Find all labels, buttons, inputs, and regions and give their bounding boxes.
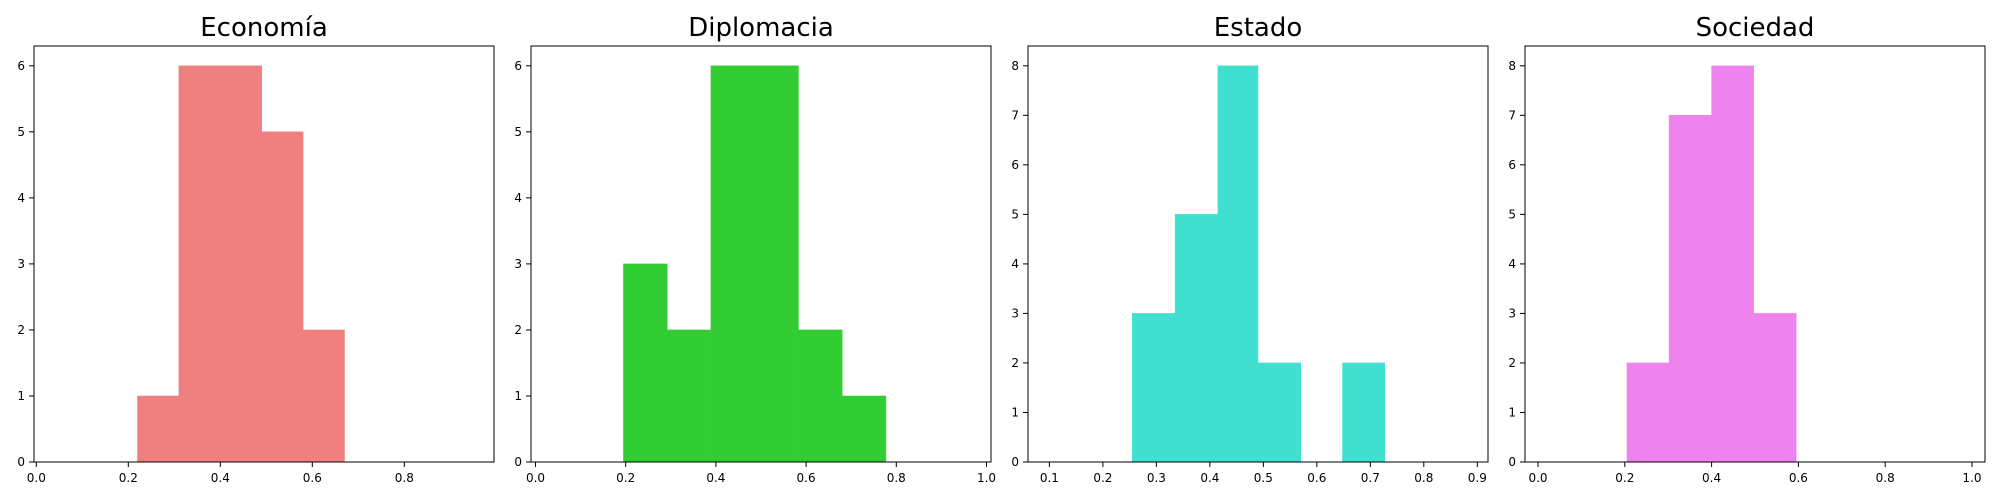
axes-frame [33,45,495,463]
y-tick-label: 3 [1508,306,1516,320]
x-tick-label: 0.6 [303,471,322,485]
panel-title: Sociedad [1696,13,1815,43]
y-tick-label: 1 [514,389,522,403]
x-tick-label: 0.5 [1254,471,1273,485]
x-tick-label: 0.0 [526,471,545,485]
y-tick-label: 6 [17,59,25,73]
x-tick-label: 1.0 [1962,471,1981,485]
histogram-bar [623,263,668,463]
y-tick-label: 5 [1508,207,1516,221]
histogram-bar [841,395,887,463]
y-tick-label: 7 [1508,108,1516,122]
y-tick-label: 1 [1508,405,1516,419]
histogram-bar [754,65,799,463]
y-tick-label: 0 [514,455,522,469]
y-tick-label: 6 [1508,158,1516,172]
x-tick-label: 1.0 [977,471,996,485]
y-tick-label: 4 [514,191,522,205]
y-tick-label: 5 [1011,207,1019,221]
y-tick-label: 8 [1508,59,1516,73]
x-tick-label: 0.7 [1361,471,1380,485]
x-tick-label: 0.4 [706,471,725,485]
x-tick-label: 0.6 [797,471,816,485]
axes-frame [530,45,992,463]
x-tick-label: 0.0 [27,471,46,485]
x-tick-label: 0.2 [1093,471,1112,485]
histogram-bar [1342,362,1386,463]
y-tick-label: 0 [17,455,25,469]
histogram-panel: 0.1 0.2 0.3 0.4 0.5 0.6 0.7 0.8 0.9 0 1 2 3 4 5 6 7 8 Esta… [1011,13,1489,485]
panel-title: Estado [1214,13,1303,43]
y-tick-label: 6 [1011,158,1019,172]
y-tick-label: 0 [1011,455,1019,469]
y-tick-label: 2 [1508,356,1516,370]
x-tick-label: 0.6 [1789,471,1808,485]
y-tick-label: 7 [1011,108,1019,122]
histogram-bar [137,395,180,463]
x-tick-label: 0.9 [1468,471,1487,485]
histogram-bar [1668,115,1712,463]
axes-frame [1524,45,1986,463]
histogram-bar [666,329,712,463]
y-tick-label: 4 [1011,257,1019,271]
x-tick-label: 0.2 [119,471,138,485]
y-tick-label: 3 [514,257,522,271]
y-tick-label: 1 [17,389,25,403]
y-tick-label: 6 [514,59,522,73]
y-tick-label: 5 [17,125,25,139]
y-tick-label: 1 [1011,405,1019,419]
x-tick-label: 0.8 [1414,471,1433,485]
x-tick-label: 0.4 [211,471,230,485]
y-tick-label: 2 [514,323,522,337]
x-tick-label: 0.4 [1200,471,1219,485]
y-tick-label: 2 [17,323,25,337]
histogram-bar [302,329,345,463]
x-tick-label: 0.6 [1307,471,1326,485]
histogram-bar [710,65,755,463]
y-tick-label: 5 [514,125,522,139]
y-tick-label: 4 [1508,257,1516,271]
x-tick-label: 0.3 [1147,471,1166,485]
histogram-bar [1257,362,1302,463]
x-tick-label: 0.0 [1528,471,1547,485]
histogram-bar [1711,65,1754,463]
y-tick-label: 2 [1011,356,1019,370]
x-tick-label: 0.2 [1615,471,1634,485]
panel-title: Diplomacia [688,13,834,43]
y-tick-label: 0 [1508,455,1516,469]
y-tick-label: 3 [17,257,25,271]
histogram-bar [1132,313,1176,463]
x-tick-label: 0.8 [1876,471,1895,485]
x-tick-label: 0.2 [616,471,635,485]
histogram-bar [178,65,221,463]
histogram-panel: 0.0 0.2 0.4 0.6 0.8 1.0 0 1 2 3 4 5 6 Diplomacia [514,13,996,485]
histogram-bar [1217,65,1259,463]
x-tick-label: 0.4 [1702,471,1721,485]
x-tick-label: 0.8 [395,471,414,485]
histogram-bar [1626,362,1670,463]
axes-frame [1027,45,1489,463]
y-tick-label: 4 [17,191,25,205]
histogram-bar [261,131,304,463]
y-tick-label: 3 [1011,306,1019,320]
histogram-bar [220,65,262,463]
panel-title: Economía [200,13,328,43]
histogram-bar [798,329,843,463]
histogram-panel: 0.0 0.2 0.4 0.6 0.8 0 1 2 3 4 5 6 Economía [17,13,495,485]
histogram-bar [1753,313,1797,463]
histogram-panel: 0.0 0.2 0.4 0.6 0.8 1.0 0 1 2 3 4 5 6 7 8 Sociedad [1508,13,1986,485]
histogram-bar [1174,214,1219,463]
x-tick-label: 0.8 [887,471,906,485]
y-tick-label: 8 [1011,59,1019,73]
x-tick-label: 0.1 [1040,471,1059,485]
